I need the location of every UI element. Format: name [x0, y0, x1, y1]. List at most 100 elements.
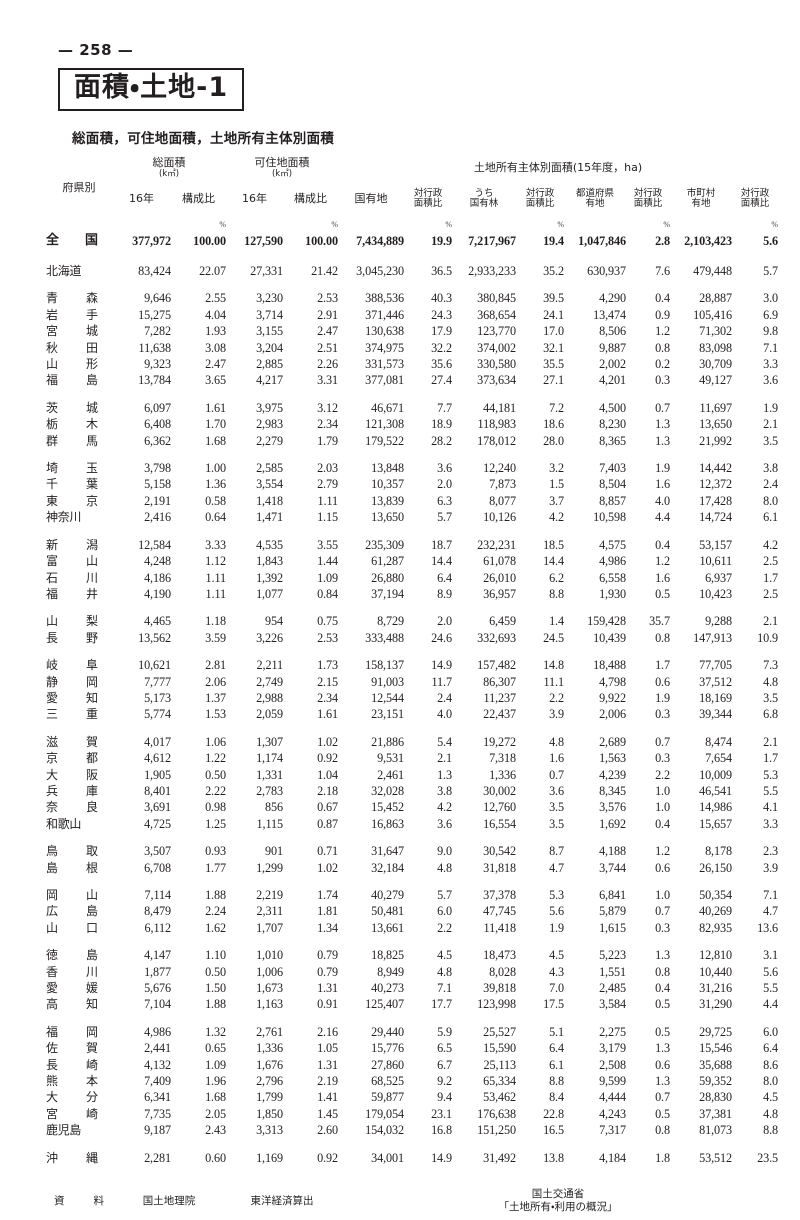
table-cell-value: 2,983: [256, 417, 283, 432]
table-cell-value: 1,331: [256, 767, 283, 782]
table-cell-value: 36,957: [483, 586, 516, 601]
prefecture-name: 福井: [46, 586, 98, 602]
table-cell-value: 28.0: [543, 433, 564, 448]
prefecture-name: 宮城: [46, 323, 98, 339]
table-cell-value: 12,544: [371, 690, 404, 705]
table-row: 大阪 1,905 0.50 1,331 1.04 2,461 1.3 1,336 0.7 4,23…: [46, 767, 778, 783]
table-row: 茨城 6,097 1.61 3,975 3.12 46,671 7.7 44,181 7.2 4,…: [46, 389, 778, 416]
table-cell-value: 9,599: [599, 1074, 626, 1089]
table-row: 岩手 15,275 4.04 3,714 2.91 371,446 24.3 368,654 2…: [46, 307, 778, 323]
table-cell-value: 0.7: [655, 904, 670, 919]
table-cell-value: 5.6: [763, 964, 779, 979]
table-cell-value: 388,536: [365, 291, 404, 306]
table-cell-value: 68,525: [371, 1074, 404, 1089]
table-cell-value: 14.8: [543, 658, 564, 673]
prefecture-name-char: 知: [85, 690, 98, 705]
table-cell-value: 7.2: [549, 400, 564, 415]
header-total-area-title: 総面積: [152, 156, 186, 170]
prefecture-name: 福島: [46, 372, 98, 388]
table-row: 熊本 7,409 1.96 2,796 2.19 68,525 9.2 65,334 8.8 9,…: [46, 1073, 778, 1089]
prefecture-name-cell: 新潟: [46, 526, 112, 553]
prefecture-name: 千葉: [46, 476, 98, 492]
table-cell-value: 2,006: [599, 707, 626, 722]
table-row: 鳥取 3,507 0.93 901 0.71 31,647 9.0 30,542 8.7 4,18…: [46, 832, 778, 859]
table-cell-value: 16,863: [371, 816, 404, 831]
table-cell-value: 0.79: [317, 948, 338, 963]
header-column-row: 16年 構成比 16年 構成比 国有地 対行政 面積比 うち 国有林 対行政 面…: [46, 179, 778, 219]
table-cell-value: 1.6: [655, 477, 670, 492]
table-cell-value: 21,886: [371, 734, 404, 749]
table-cell-value: 232,231: [477, 537, 516, 552]
table-cell-value: 81,073: [699, 1123, 732, 1138]
table-cell-value: 7,873: [489, 477, 516, 492]
table-cell-value: 6.4: [549, 1041, 564, 1056]
table-cell-value: 4.1: [763, 800, 779, 815]
prefecture-name-char: 山: [46, 920, 59, 935]
table-cell-value: 1,615: [599, 920, 626, 935]
prefecture-name-cell: 富山: [46, 553, 112, 569]
table-bottom-spacer: [46, 1166, 778, 1182]
table-cell-value: 35.6: [431, 357, 452, 372]
table-cell-value: 3.8: [763, 461, 779, 476]
table-cell-value: 30,542: [483, 844, 516, 859]
table-cell-value: 35.7: [649, 614, 670, 629]
prefecture-name-char: 福: [46, 373, 59, 388]
municipal-line1: 市町村: [686, 187, 716, 199]
percent-marker-row: %%%%%%: [46, 219, 778, 230]
table-cell-value: 2,485: [599, 981, 626, 996]
table-cell-value: 0.8: [655, 1123, 670, 1138]
table-cell-value: 1,006: [256, 964, 283, 979]
percent-marker-spacer: [112, 219, 171, 230]
table-row: 埼玉 3,798 1.00 2,585 2.03 13,848 3.6 12,240 3.2 7,…: [46, 449, 778, 476]
prefecture-name-char: 石: [46, 570, 59, 585]
table-cell-value: 3,045,230: [356, 264, 404, 278]
table-row: 京都 4,612 1.22 1,174 0.92 9,531 2.1 7,318 1.6 1,56…: [46, 750, 778, 766]
table-cell-value: 3,226: [256, 630, 283, 645]
table-cell-value: 15,546: [699, 1041, 732, 1056]
prefecture-name-char: 青: [46, 291, 59, 306]
table-cell-value: 2,761: [256, 1024, 283, 1039]
table-cell-value: 29,725: [699, 1024, 732, 1039]
prefecture-name-char: 口: [85, 920, 98, 935]
table-cell-value: 1.74: [317, 888, 338, 902]
table-cell-value: 11.7: [431, 674, 453, 689]
table-cell-value: 7.0: [549, 981, 564, 996]
prefecture-name-char: 高: [46, 997, 59, 1012]
prefecture-name: 長崎: [46, 1057, 98, 1073]
table-cell-value: 1.2: [655, 844, 670, 859]
chapter-title: 面積・土地-1: [74, 72, 229, 103]
table-cell-value: 6.5: [437, 1041, 452, 1056]
prefecture-name-cell: 奈良: [46, 799, 112, 815]
prefecture-name-cell: 鳥取: [46, 832, 112, 859]
table-cell-value: 10,611: [699, 554, 733, 569]
prefecture-name-cell: 山梨: [46, 602, 112, 629]
table-cell-value: 24.5: [543, 630, 564, 645]
table-cell-value: 1.6: [549, 751, 564, 766]
prefecture-name-char: 国: [84, 233, 98, 248]
table-cell-value: 8.4: [549, 1090, 564, 1105]
prefecture-name: 新潟: [46, 537, 98, 553]
table-cell-value: 1.3: [655, 417, 670, 432]
table-row: 福島 13,784 3.65 4,217 3.31 377,081 27.4 373,634 2…: [46, 372, 778, 388]
prefecture-name-cell: 岩手: [46, 307, 112, 323]
prefecture-name-char: 東: [46, 493, 59, 508]
table-cell-value: 8,077: [489, 493, 516, 508]
prefecture-name: 石川: [46, 570, 98, 586]
table-cell-value: 23.1: [431, 1106, 452, 1121]
table-cell-value: 123,998: [477, 997, 516, 1012]
prefecture-name-char: 福: [46, 586, 59, 601]
table-cell-value: 0.8: [655, 340, 670, 355]
header-national-forest-ratio: 対行政 面積比: [516, 179, 564, 219]
table-cell-value: 1.25: [205, 816, 226, 831]
table-cell-value: 15,452: [371, 800, 404, 815]
prefecture-name-cell: 福島: [46, 372, 112, 388]
table-cell-value: 5.7: [763, 264, 779, 278]
percent-symbol: %: [331, 220, 338, 229]
source-owner: 国土交通省 「土地所有・利用の概況」: [338, 1182, 778, 1220]
percent-symbol: %: [445, 220, 452, 229]
table-cell-value: 377,972: [132, 234, 171, 248]
table-cell-value: 1.34: [317, 920, 338, 935]
ratio-line2: 面積比: [525, 198, 555, 209]
table-cell-value: 1.0: [655, 888, 670, 902]
table-cell-value: 5,676: [144, 981, 171, 996]
